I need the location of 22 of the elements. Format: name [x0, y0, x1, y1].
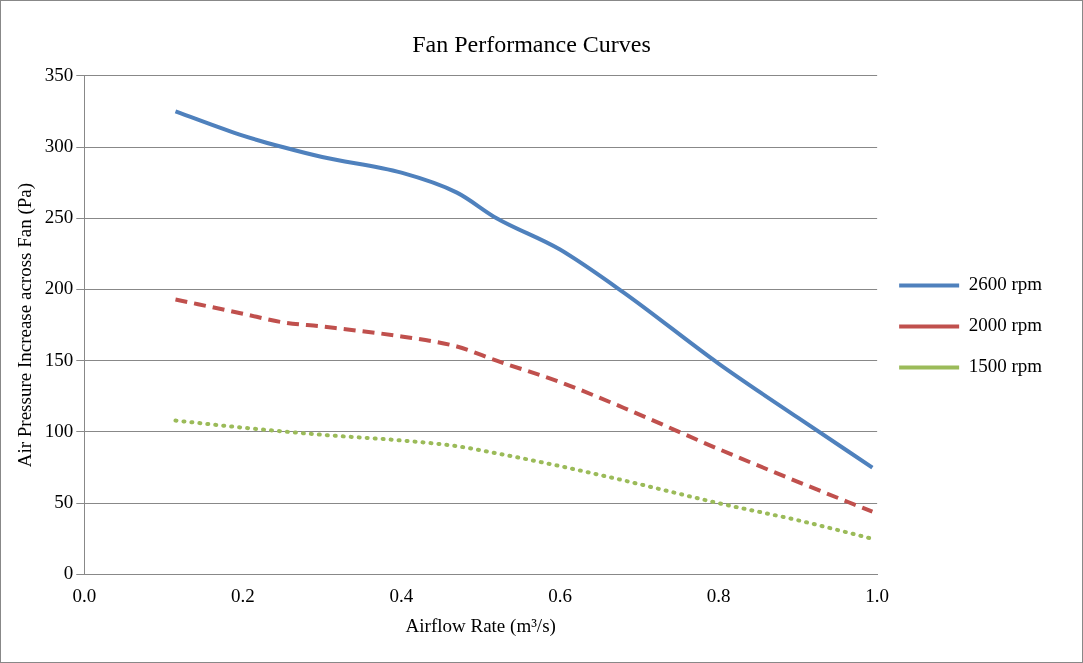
chart-title: Fan Performance Curves	[412, 30, 651, 57]
line-series	[173, 297, 875, 514]
y-tick-label: 300	[44, 135, 74, 157]
y-tick-label: 0	[63, 562, 74, 584]
x-tick-label: 0.4	[389, 584, 414, 606]
x-tick-label: 0.8	[706, 584, 731, 606]
legend-label: 1500 rpm	[968, 355, 1043, 377]
y-tick-label: 50	[54, 491, 74, 513]
x-tick-label: 0.6	[548, 584, 572, 606]
x-tick-label: 0.0	[72, 584, 97, 606]
legend-label: 2600 rpm	[968, 273, 1043, 295]
x-tick-label: 1.0	[865, 584, 890, 606]
y-tick-label: 100	[44, 419, 74, 441]
y-tick-label: 350	[44, 63, 74, 85]
y-tick-label: 250	[44, 206, 74, 228]
x-axis-title: Airflow Rate (m³/s)	[405, 614, 556, 637]
y-axis-title: Air Pressure Increase across Fan (Pa)	[14, 182, 37, 468]
x-tick-label: 0.2	[230, 584, 255, 606]
legend-label: 2000 rpm	[968, 314, 1043, 336]
y-tick-label: 150	[44, 348, 74, 370]
y-tick-label: 200	[44, 277, 74, 299]
line-series	[173, 109, 875, 470]
